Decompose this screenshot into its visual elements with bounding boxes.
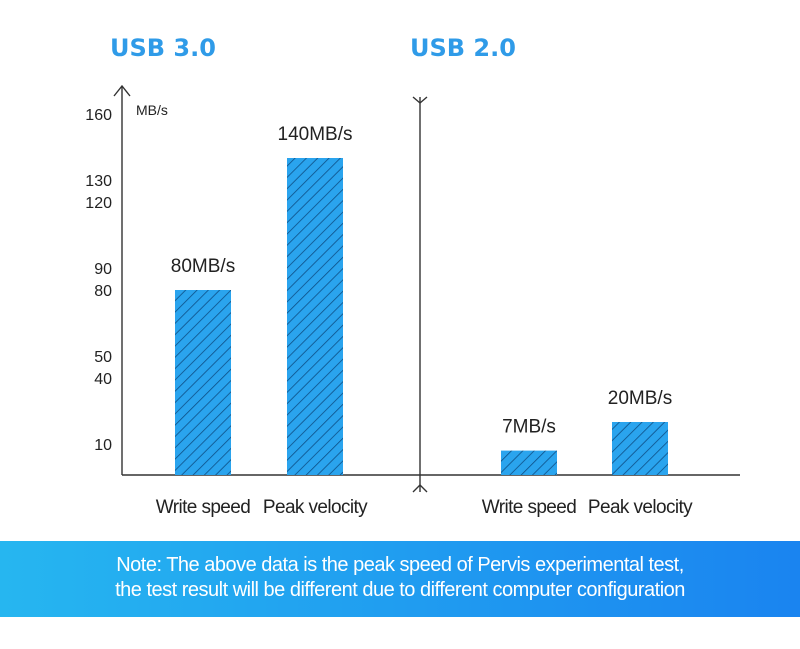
category-label: Write speed: [482, 497, 576, 518]
note-line-2: the test result will be different due to…: [115, 579, 685, 601]
value-labels: 80MB/s 140MB/s 7MB/s 20MB/s: [171, 124, 672, 438]
value-label: 140MB/s: [278, 124, 353, 145]
bars: [175, 158, 668, 475]
y-tick-label: 10: [94, 437, 112, 454]
category-labels: Write speed Peak velocity Write speed Peak …: [156, 497, 694, 518]
value-label: 7MB/s: [502, 417, 556, 438]
divider-bottom-chevron-icon: [412, 484, 428, 493]
y-tick-labels: 10 40 50 80 90 120 130 160: [85, 107, 112, 454]
bar-usb30-1: [287, 158, 343, 475]
y-axis-arrow-icon: [113, 84, 131, 97]
note-line-1: Note: The above data is the peak speed o…: [116, 554, 684, 576]
y-tick-label: 120: [85, 195, 112, 212]
value-label: 80MB/s: [171, 256, 235, 277]
note-banner: Note: The above data is the peak speed o…: [0, 541, 800, 617]
speed-chart: USB 3.0 USB 2.0 MB/s 10 40 50 80 90 120 130 160…: [85, 34, 740, 518]
bar-usb20-1: [612, 422, 668, 475]
category-label: Write speed: [156, 497, 250, 518]
bar-usb20-0: [501, 450, 557, 475]
y-tick-label: 160: [85, 107, 112, 124]
category-label: Peak velocity: [588, 497, 693, 518]
unit-label: MB/s: [136, 102, 168, 118]
y-tick-label: 50: [94, 349, 112, 366]
y-tick-label: 90: [94, 261, 112, 278]
bar-usb30-0: [175, 290, 231, 475]
y-tick-label: 80: [94, 283, 112, 300]
value-label: 20MB/s: [608, 388, 672, 409]
y-tick-label: 130: [85, 173, 112, 190]
y-tick-label: 40: [94, 371, 112, 388]
divider-top-chevron-icon: [412, 96, 428, 104]
usb2-title: USB 2.0: [410, 34, 516, 62]
usb3-title: USB 3.0: [110, 34, 216, 62]
category-label: Peak velocity: [263, 497, 368, 518]
